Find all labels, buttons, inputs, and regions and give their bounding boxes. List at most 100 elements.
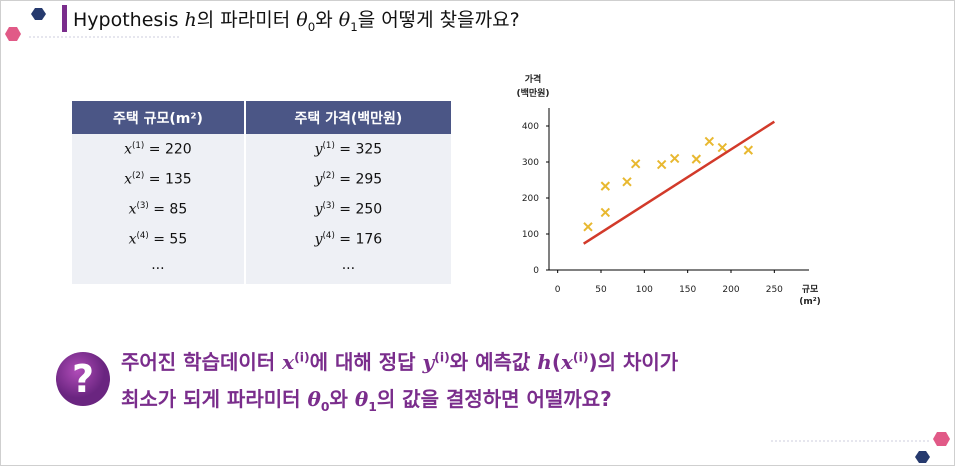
cell: ··· <box>72 254 245 284</box>
var: y <box>314 231 323 248</box>
x-tick-label: 250 <box>766 285 783 295</box>
value: = 295 <box>334 171 383 188</box>
x-tick-label: 50 <box>595 285 607 295</box>
point <box>704 136 715 147</box>
row: x(3) = 85 y(3) = 250 <box>72 194 451 224</box>
point <box>691 154 702 164</box>
var: x <box>124 171 133 188</box>
value: = 220 <box>144 141 192 158</box>
value: = 250 <box>334 201 383 218</box>
cell: x(2) = 135 <box>72 164 245 194</box>
table: 주택 규모(m²) 주택 가격(백만원) x(1) = 220 y(1) = 325 x… <box>72 101 451 284</box>
value: = 176 <box>334 231 383 248</box>
row: x(1) = 220 y(1) = 325 <box>72 134 451 164</box>
point <box>600 181 611 191</box>
point <box>630 159 641 169</box>
th: 주택 가격(백만원) <box>243 101 451 134</box>
point <box>656 159 667 170</box>
t: x <box>282 350 295 374</box>
t: 주어진 학습데이터 <box>121 350 283 374</box>
value: = 55 <box>148 231 188 248</box>
t: 에 대해 정답 <box>309 350 423 374</box>
t: 을 어떻게 찾을까요? <box>357 9 520 31</box>
var: x <box>128 231 137 248</box>
t: θ <box>338 9 351 31</box>
cell: x(1) = 220 <box>72 134 245 164</box>
x-tick-label: 100 <box>636 285 653 295</box>
cell: y(1) = 325 <box>243 134 451 164</box>
t: (i) <box>434 349 450 365</box>
t: θ <box>354 387 369 411</box>
cell-text: ··· <box>151 261 165 277</box>
row: x(2) = 135 y(2) = 295 <box>72 164 451 194</box>
x-tick-label: 150 <box>679 285 696 295</box>
y-tick-label: 300 <box>522 158 539 168</box>
point <box>583 222 593 232</box>
x-tick-label: 0 <box>555 285 561 295</box>
t: 최소가 되게 파라미터 <box>121 387 308 411</box>
index: (3) <box>322 200 335 211</box>
point <box>717 142 728 153</box>
t: θ <box>296 9 308 31</box>
index: (1) <box>322 140 335 151</box>
point <box>669 153 680 164</box>
t: θ <box>307 387 321 411</box>
t: 의 값을 결정하면 어떨까요? <box>376 387 612 411</box>
t: 1 <box>368 399 377 414</box>
y-tick-label: 0 <box>533 266 539 276</box>
cell: y(2) = 295 <box>243 164 451 194</box>
t: h <box>537 350 552 374</box>
y-tick-label: 400 <box>522 122 539 132</box>
th: 주택 규모(m²) <box>72 101 245 134</box>
t: 1 <box>350 19 358 34</box>
x-axis-label: (m²) <box>799 297 821 307</box>
t: (i) <box>572 349 589 365</box>
t: 와 예측값 <box>449 350 538 374</box>
t: ( <box>551 350 561 374</box>
index: (2) <box>322 170 335 181</box>
index: (2) <box>132 170 145 181</box>
index: (4) <box>322 230 335 241</box>
t: 의 파라미터 <box>196 9 297 31</box>
line <box>582 120 776 245</box>
y-tick-label: 200 <box>522 194 539 204</box>
x-tick-label: 200 <box>722 285 739 295</box>
var: y <box>314 171 323 188</box>
question-line: 최소가 되게 파라미터 θ0와 θ1의 값을 결정하면 어떨까요? <box>121 383 612 414</box>
cell: y(3) = 250 <box>243 194 451 224</box>
point <box>743 145 754 155</box>
question-icon: ? <box>72 357 94 401</box>
var: y <box>314 141 323 158</box>
t: 와 <box>315 9 339 31</box>
cell-text: ··· <box>341 261 356 277</box>
row: x(4) = 55 y(4) = 176 <box>72 224 451 254</box>
cell: x(3) = 85 <box>72 194 245 224</box>
index: (4) <box>136 230 149 241</box>
t: ) <box>588 350 598 374</box>
t: h <box>184 9 197 31</box>
y-tick-label: 100 <box>522 230 539 240</box>
t: 와 <box>329 387 355 411</box>
var: y <box>314 201 323 218</box>
t: Hypothesis <box>73 9 185 31</box>
value: = 135 <box>144 171 192 188</box>
t: x <box>560 350 573 374</box>
cell: x(4) = 55 <box>72 224 245 254</box>
x-axis-label: 규모 <box>802 284 819 295</box>
row: ··· ··· <box>72 254 451 284</box>
t: 0 <box>307 19 316 34</box>
t: 0 <box>320 399 330 414</box>
value: = 325 <box>334 141 383 158</box>
cell: ··· <box>243 254 451 284</box>
index: (3) <box>136 200 149 211</box>
t: (i) <box>294 349 310 365</box>
y-axis-label: (백만원) <box>516 87 549 99</box>
y-axis-label: 가격 <box>525 73 542 85</box>
value: = 85 <box>148 201 188 218</box>
question-line: 주어진 학습데이터 x(i)에 대해 정답 y(i)와 예측값 h(x(i))의… <box>121 346 678 375</box>
point <box>622 177 632 187</box>
title: Hypothesis h의 파라미터 θ0와 θ1을 어떻게 찾을까요? <box>73 5 520 34</box>
